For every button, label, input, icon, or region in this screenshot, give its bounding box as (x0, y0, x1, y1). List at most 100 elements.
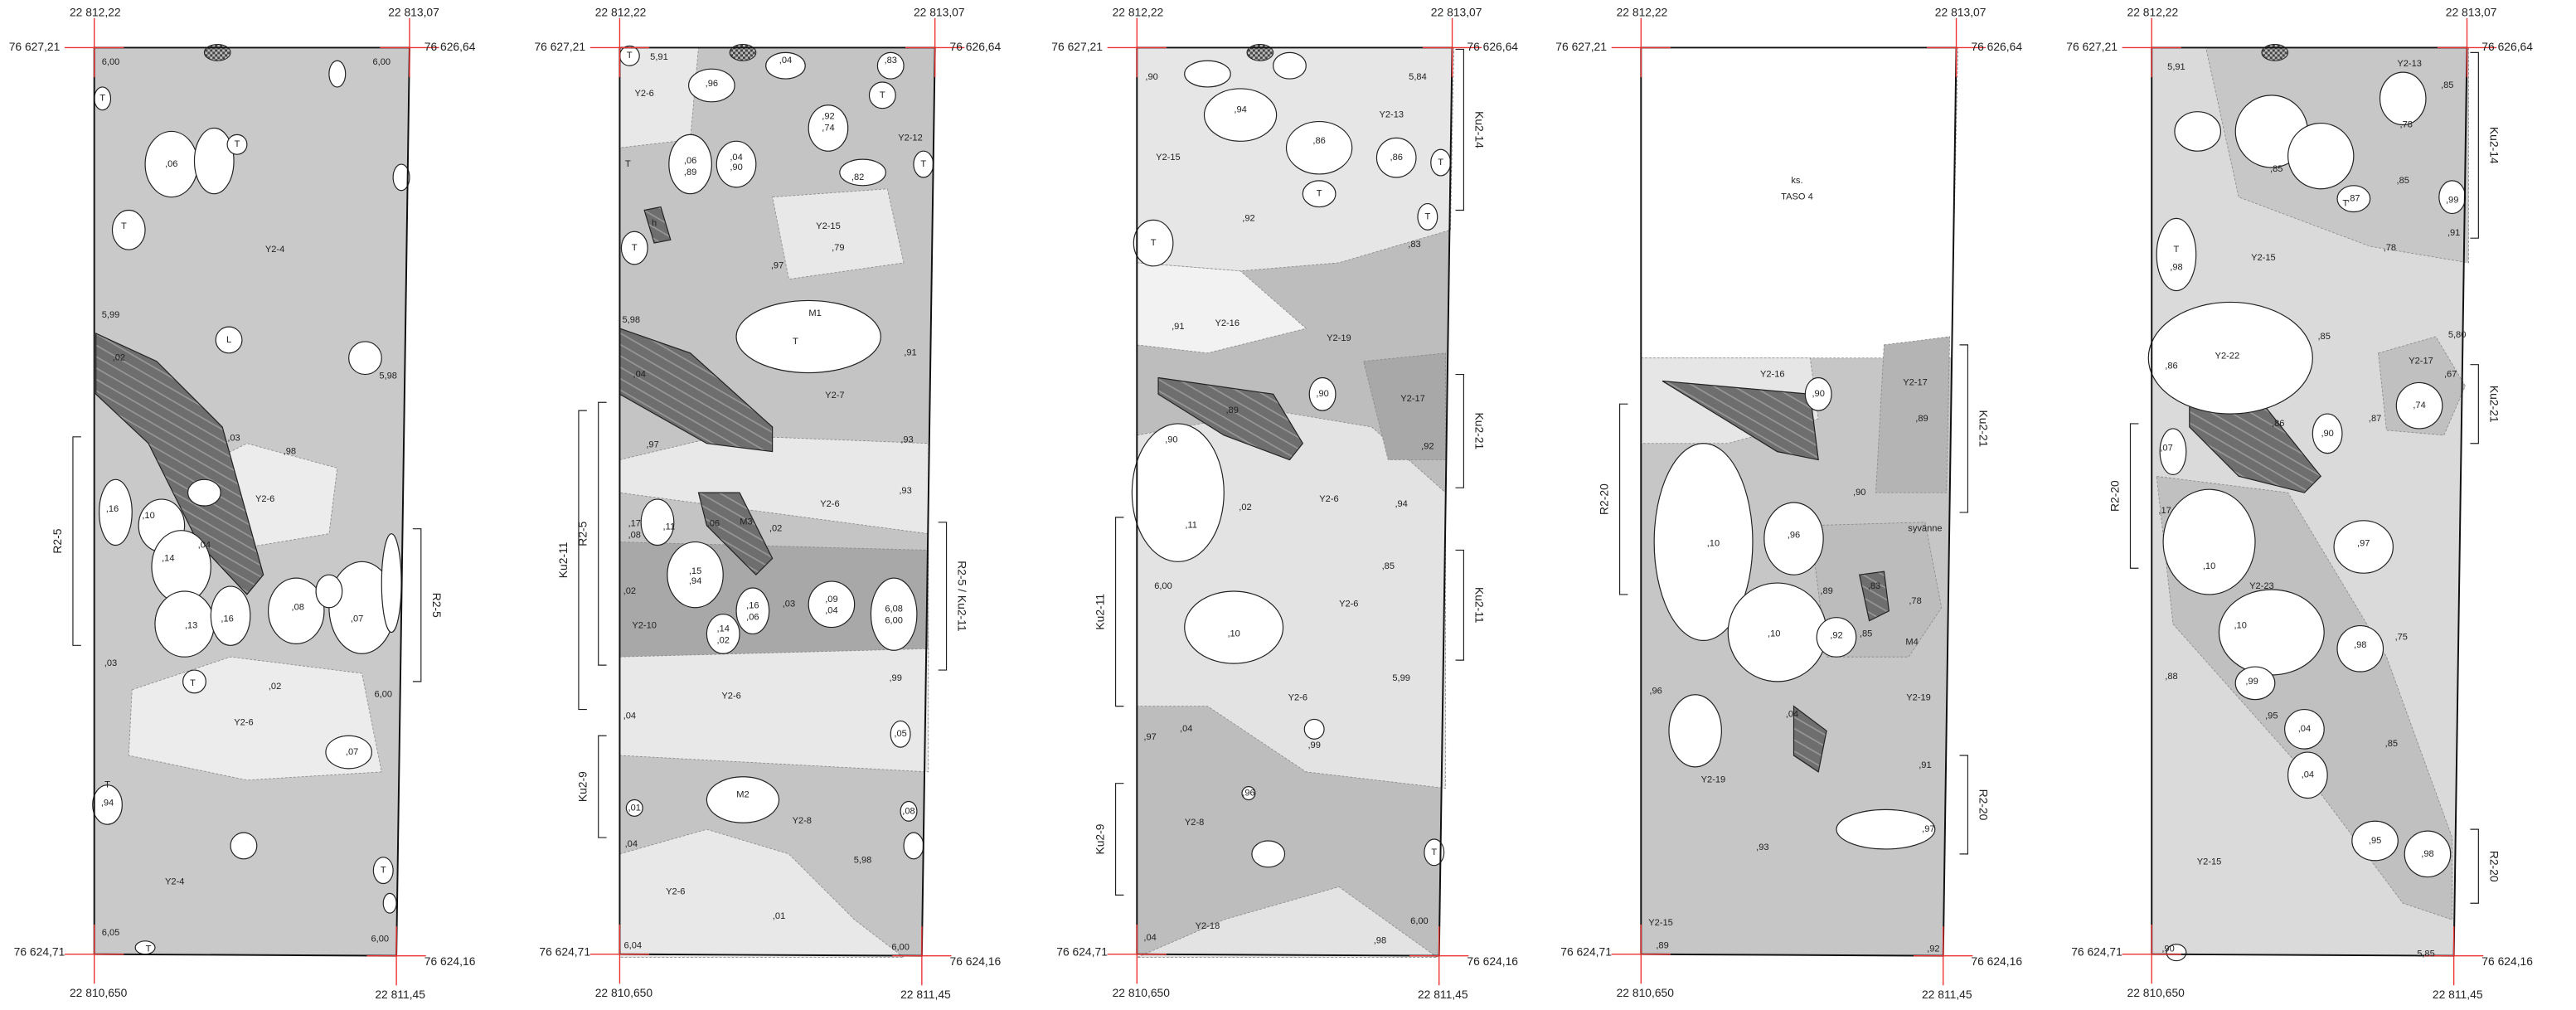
stone (92, 784, 123, 825)
coordinate-label: 76 627,21 (2066, 40, 2118, 53)
plan-label: Y2-15 (2197, 857, 2222, 867)
plan-label: ,17 (628, 519, 641, 529)
stone (182, 669, 206, 694)
stone-slab (1858, 571, 1890, 622)
plan-label: ,93 (900, 435, 913, 445)
layer-region (772, 188, 905, 280)
plan-label: ,87 (2369, 414, 2381, 424)
plan-label: Y2-19 (1906, 693, 1931, 703)
plan-label: 6,00 (371, 935, 390, 944)
plan-label: Y2-17 (2409, 357, 2433, 367)
stone (2156, 217, 2197, 292)
plan-label: ,02 (769, 524, 782, 534)
plan-label: ,04 (623, 711, 636, 721)
plan-label: T (104, 780, 110, 790)
section-bracket (578, 410, 587, 711)
stone (765, 51, 806, 80)
plan-label: ,02 (269, 682, 281, 692)
plan-label: ,92 (1927, 944, 1939, 954)
plan-label: ,91 (1172, 322, 1184, 332)
plan-label: Y2-8 (793, 816, 812, 826)
plan-label: Y2-6 (234, 717, 253, 727)
coordinate-label: 22 813,07 (388, 6, 439, 19)
coordinate-label: 22 810,650 (70, 986, 128, 999)
coordinate-label: 22 812,22 (595, 6, 647, 19)
plan-label: ,04 (2302, 770, 2314, 780)
stone (2218, 589, 2325, 676)
plan-label: ,02 (717, 635, 730, 645)
section-bracket (1114, 517, 1124, 707)
plan-label: Y2-15 (2251, 253, 2276, 263)
section-label: R2-20 (1977, 789, 1991, 821)
stone (2336, 185, 2371, 213)
coordinate-label: 22 811,45 (900, 988, 951, 1001)
section-label: Ku2-21 (1473, 413, 1487, 450)
plan-label: ks. (1791, 176, 1802, 186)
plan-label: ,06 (165, 159, 177, 169)
stone-slab (697, 492, 774, 576)
plan-label: ,90 (1165, 435, 1177, 445)
plan-label: Y2-16 (1215, 318, 1239, 328)
stone (868, 81, 896, 109)
stone-slab (643, 206, 672, 244)
stone (2287, 751, 2328, 799)
plan-label: Y2-4 (165, 876, 184, 886)
plan-label: ,97 (1922, 824, 1934, 834)
plan-label: 6,00 (885, 616, 903, 626)
plan-label: ,82 (851, 172, 864, 182)
coordinate-label: 76 626,64 (424, 40, 476, 53)
section-bracket (2470, 364, 2479, 444)
plan-label: ,86 (2272, 419, 2284, 429)
layer-region (1136, 262, 1307, 354)
plan-label: ,97 (2357, 538, 2370, 548)
stone (187, 478, 221, 507)
stone (706, 614, 740, 654)
plan-label: Y2-13 (1379, 110, 1404, 120)
plan-label: ,04 (1143, 933, 1156, 943)
stone (2284, 708, 2325, 750)
plan-label: ,14 (162, 553, 174, 563)
plan-label: Y2-22 (2215, 352, 2240, 362)
stone (1816, 617, 1857, 658)
plan-label: ,89 (1225, 405, 1238, 415)
section-bracket (1959, 755, 1969, 855)
coordinate-label: 22 811,45 (1922, 988, 1972, 1001)
plan-label: ,83 (1408, 240, 1420, 250)
stone (876, 51, 905, 80)
plan-label: ,90 (1316, 389, 1328, 399)
plan-label: ,08 (902, 806, 914, 816)
plan-label: ,06 (684, 156, 696, 166)
stone (1131, 423, 1225, 562)
plan-label: Y2-17 (1400, 394, 1425, 404)
plan-label: T (793, 337, 798, 347)
coordinate-label: 22 812,22 (1617, 6, 1668, 19)
plan-panel: 22 812,22 22 813,07 76 627,21 76 626,64 76 6… (1051, 6, 1518, 1001)
plan-label: 6,04 (624, 941, 643, 951)
plan-label: ,10 (142, 511, 154, 521)
coordinate-label: 76 624,16 (1971, 954, 2022, 968)
section-label: Ku2-9 (576, 771, 589, 802)
section-label: R2-20 (2488, 851, 2501, 882)
stone (382, 892, 397, 914)
layer-region (1875, 336, 1951, 493)
stone (99, 478, 133, 546)
plan-label: M2 (736, 789, 749, 799)
coordinate-label: 76 626,64 (1971, 40, 2022, 53)
plan-label: ,06 (746, 613, 759, 623)
plan-label: syvänne (1908, 524, 1942, 534)
coordinate-label: 76 624,16 (2481, 954, 2533, 968)
plan-label: ,98 (1374, 936, 1386, 946)
stone (2147, 301, 2313, 415)
stone (735, 587, 770, 635)
plan-label: ,78 (2384, 243, 2396, 253)
stone (111, 209, 146, 250)
stone (2395, 381, 2443, 430)
coordinate-label: 22 810,650 (595, 986, 653, 999)
plan-label: ,91 (1919, 760, 1931, 770)
plan-label: ,04 (2298, 724, 2311, 734)
plan-label: ,99 (1307, 741, 1320, 750)
stone (2166, 944, 2187, 962)
plan-label: ,15 (689, 566, 701, 576)
